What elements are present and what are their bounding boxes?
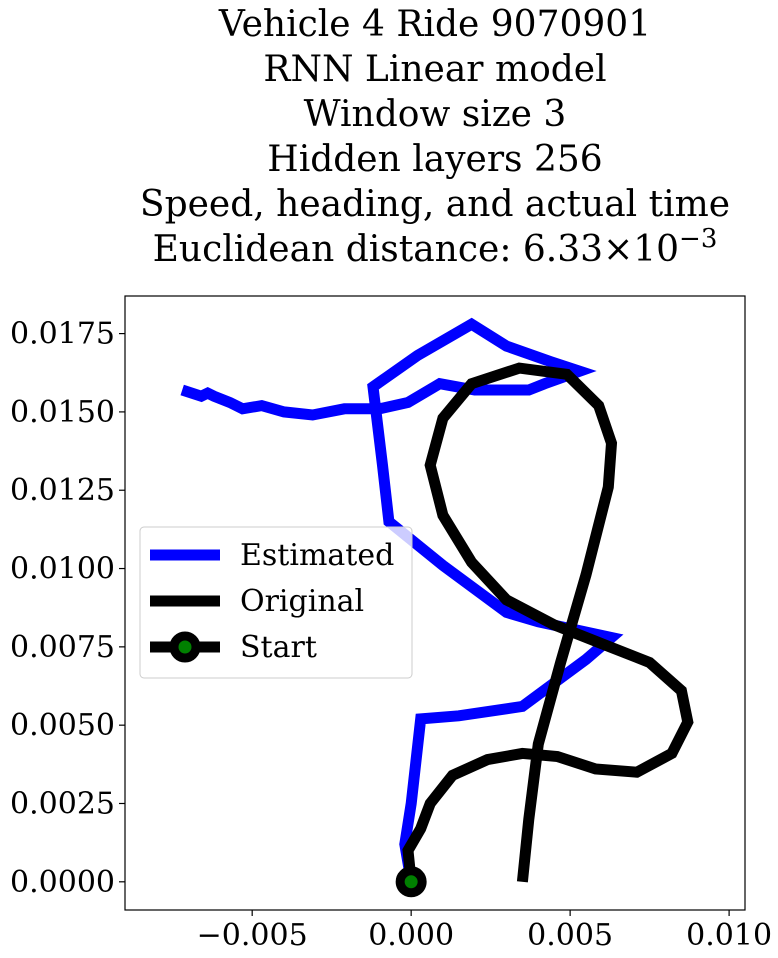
y-axis: 0.0000 0.0025 0.0050 0.0075 0.0100 0.0125 0.01… (10, 317, 125, 900)
plot-frame (124, 295, 746, 911)
y-tick-label: 0.0125 (10, 473, 115, 508)
x-tick-label: 0.010 (686, 918, 772, 953)
title-line-2: RNN Linear model (263, 49, 606, 90)
start-marker-group (395, 866, 427, 898)
legend-label-estimated: Estimated (240, 538, 394, 573)
series-line-original (402, 362, 694, 883)
y-tick-label: 0.0175 (10, 317, 115, 352)
title-line-5: Speed, heading, and actual time (140, 184, 730, 225)
plot-series (180, 317, 694, 883)
y-tick-label: 0.0025 (10, 786, 115, 821)
title-line-1: Vehicle 4 Ride 9070901 (218, 4, 651, 45)
title-distance-prefix: Euclidean distance: (153, 229, 523, 270)
legend-start-marker (169, 631, 201, 663)
title-distance-mantissa: 6.33 (523, 229, 603, 270)
title-line-3: Window size 3 (304, 94, 567, 135)
legend-label-start: Start (240, 630, 317, 665)
title-distance-times: × (603, 229, 633, 270)
x-tick-label: 0.000 (368, 918, 454, 953)
series-line-estimated (180, 317, 624, 883)
title-distance-line: Euclidean distance: 6.33×10−3 (153, 224, 718, 270)
x-tick-label: −0.005 (197, 918, 308, 953)
title-distance-base: 10 (633, 229, 679, 270)
y-tick-label: 0.0075 (10, 630, 115, 665)
x-tick-label: 0.005 (527, 918, 613, 953)
y-tick-label: 0.0100 (10, 552, 115, 587)
title-distance-exponent: −3 (679, 224, 717, 254)
legend: Estimated Original Start (139, 526, 413, 679)
y-tick-label: 0.0000 (10, 865, 115, 900)
x-axis: −0.005 0.000 0.005 0.010 (197, 910, 772, 953)
title-line-4: Hidden layers 256 (267, 139, 602, 180)
y-tick-label: 0.0150 (10, 395, 115, 430)
start-marker (395, 866, 427, 898)
y-tick-label: 0.0050 (10, 708, 115, 743)
legend-label-original: Original (240, 584, 364, 619)
legend-box (139, 526, 413, 679)
